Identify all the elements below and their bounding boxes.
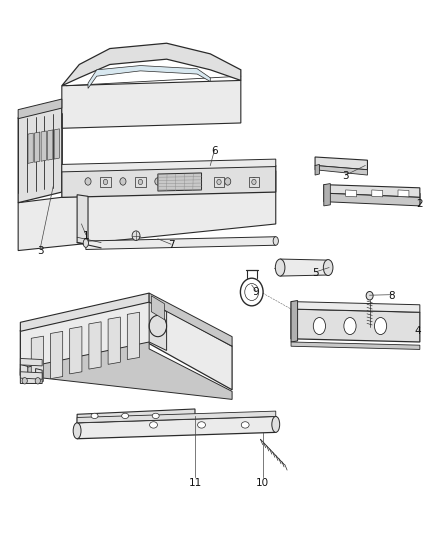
Circle shape bbox=[120, 177, 126, 185]
Polygon shape bbox=[50, 332, 63, 378]
Circle shape bbox=[366, 292, 373, 300]
Polygon shape bbox=[20, 372, 42, 379]
Polygon shape bbox=[70, 327, 82, 374]
Circle shape bbox=[225, 177, 231, 185]
Text: 10: 10 bbox=[256, 479, 269, 488]
Polygon shape bbox=[28, 133, 33, 164]
Circle shape bbox=[103, 179, 108, 184]
Polygon shape bbox=[315, 165, 319, 175]
Ellipse shape bbox=[313, 318, 325, 335]
Text: 9: 9 bbox=[253, 287, 259, 297]
Circle shape bbox=[132, 231, 140, 240]
Polygon shape bbox=[324, 183, 330, 206]
Polygon shape bbox=[398, 190, 409, 197]
Polygon shape bbox=[149, 302, 166, 351]
Polygon shape bbox=[291, 342, 420, 350]
Ellipse shape bbox=[198, 422, 205, 428]
Polygon shape bbox=[77, 195, 88, 244]
Circle shape bbox=[217, 179, 221, 184]
Polygon shape bbox=[62, 80, 241, 128]
Polygon shape bbox=[35, 132, 40, 163]
Polygon shape bbox=[127, 312, 140, 360]
Text: 6: 6 bbox=[211, 146, 218, 156]
Ellipse shape bbox=[374, 318, 387, 335]
Polygon shape bbox=[100, 177, 111, 187]
Ellipse shape bbox=[83, 239, 88, 247]
Circle shape bbox=[85, 177, 91, 185]
Ellipse shape bbox=[150, 422, 157, 428]
Ellipse shape bbox=[73, 423, 81, 439]
Polygon shape bbox=[324, 184, 420, 197]
Ellipse shape bbox=[122, 413, 129, 418]
Polygon shape bbox=[88, 66, 210, 88]
Circle shape bbox=[252, 179, 256, 184]
Polygon shape bbox=[18, 171, 276, 251]
Polygon shape bbox=[372, 190, 383, 197]
Ellipse shape bbox=[91, 413, 98, 418]
Ellipse shape bbox=[272, 416, 280, 432]
Ellipse shape bbox=[344, 318, 356, 335]
Polygon shape bbox=[89, 322, 101, 369]
Text: 11: 11 bbox=[188, 479, 201, 488]
Polygon shape bbox=[41, 131, 46, 161]
Polygon shape bbox=[77, 409, 195, 423]
Polygon shape bbox=[48, 130, 53, 160]
Polygon shape bbox=[62, 159, 276, 172]
Polygon shape bbox=[77, 416, 276, 439]
Text: 4: 4 bbox=[414, 326, 421, 336]
Polygon shape bbox=[324, 193, 420, 206]
Polygon shape bbox=[108, 317, 120, 365]
Polygon shape bbox=[149, 293, 232, 346]
Circle shape bbox=[138, 179, 143, 184]
Polygon shape bbox=[291, 309, 420, 342]
Circle shape bbox=[251, 177, 257, 185]
Polygon shape bbox=[249, 177, 259, 187]
Polygon shape bbox=[62, 43, 241, 86]
Ellipse shape bbox=[273, 237, 279, 245]
Polygon shape bbox=[214, 177, 224, 187]
Polygon shape bbox=[151, 296, 164, 320]
Text: 5: 5 bbox=[312, 268, 318, 278]
Polygon shape bbox=[20, 342, 232, 399]
Text: 1: 1 bbox=[82, 231, 89, 241]
Ellipse shape bbox=[276, 259, 285, 276]
Polygon shape bbox=[158, 173, 201, 191]
Polygon shape bbox=[20, 293, 149, 332]
Circle shape bbox=[155, 177, 161, 185]
Text: 8: 8 bbox=[388, 290, 395, 301]
Polygon shape bbox=[135, 177, 146, 187]
Text: 7: 7 bbox=[168, 240, 174, 250]
Polygon shape bbox=[315, 165, 367, 175]
Polygon shape bbox=[291, 302, 420, 312]
Polygon shape bbox=[280, 259, 328, 276]
Polygon shape bbox=[77, 411, 276, 423]
Text: 3: 3 bbox=[343, 171, 349, 181]
Ellipse shape bbox=[152, 413, 159, 418]
Circle shape bbox=[35, 377, 40, 384]
Text: 3: 3 bbox=[37, 246, 43, 255]
Circle shape bbox=[190, 177, 196, 185]
Polygon shape bbox=[20, 365, 42, 383]
Polygon shape bbox=[315, 157, 367, 169]
Polygon shape bbox=[18, 107, 62, 203]
Text: 2: 2 bbox=[417, 199, 423, 209]
Polygon shape bbox=[86, 237, 276, 249]
Polygon shape bbox=[291, 301, 297, 342]
Polygon shape bbox=[54, 129, 60, 159]
Polygon shape bbox=[346, 190, 357, 197]
Polygon shape bbox=[62, 165, 276, 197]
Circle shape bbox=[22, 377, 27, 384]
Polygon shape bbox=[20, 359, 42, 366]
Ellipse shape bbox=[323, 260, 333, 276]
Polygon shape bbox=[31, 336, 43, 383]
Polygon shape bbox=[20, 301, 232, 390]
Polygon shape bbox=[18, 99, 62, 119]
Ellipse shape bbox=[241, 422, 249, 428]
